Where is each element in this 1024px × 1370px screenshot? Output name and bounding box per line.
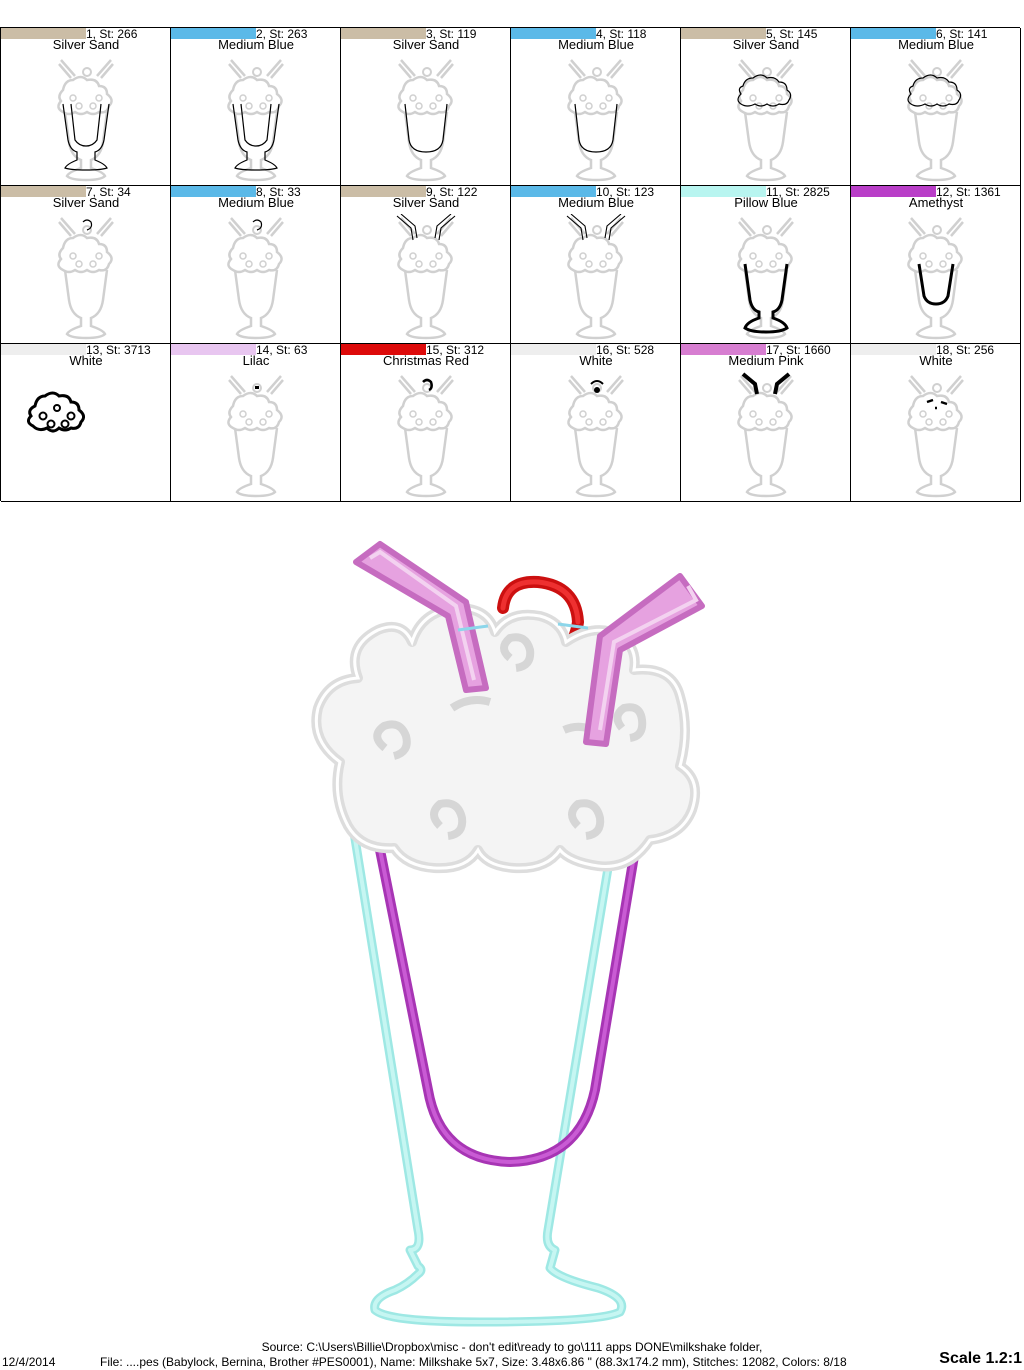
step-cell: 18, St: 256 White [851,344,1021,502]
step-cell: 8, St: 33 Medium Blue [171,186,341,344]
step-thumbnail [551,214,641,340]
footer-date: 12/4/2014 [2,1355,56,1369]
step-thumbnail [41,56,131,182]
step-cell: 7, St: 34 Silver Sand [1,186,171,344]
step-stitch-label: 16, St: 528 [596,344,655,357]
step-thumbnail [11,372,101,498]
step-stitch-label: 2, St: 263 [256,28,308,41]
step-cell: 3, St: 119 Silver Sand [341,28,511,186]
color-swatch [851,186,936,197]
step-thumbnail [721,372,811,498]
color-step-grid: 1, St: 266 Silver Sand 2, St: 263 Medium… [0,27,1021,502]
step-cell: 2, St: 263 Medium Blue [171,28,341,186]
step-cell: 10, St: 123 Medium Blue [511,186,681,344]
step-thumbnail [721,214,811,340]
step-color-name: Pillow Blue [734,195,798,210]
step-stitch-label: 6, St: 141 [936,28,988,41]
step-thumbnail [381,214,471,340]
step-color-name: Silver Sand [52,195,120,210]
color-swatch [1,344,86,355]
step-color-name: Lilac [242,353,270,368]
step-thumbnail [551,372,641,498]
step-stitch-label: 18, St: 256 [936,344,995,357]
step-cell: 6, St: 141 Medium Blue [851,28,1021,186]
color-swatch [171,28,256,39]
color-swatch [1,28,86,39]
color-swatch [851,28,936,39]
step-color-name: Amethyst [908,195,964,210]
step-thumbnail [41,214,131,340]
step-cell: 11, St: 2825 Pillow Blue [681,186,851,344]
step-stitch-label: 17, St: 1660 [766,344,831,357]
step-cell: 16, St: 528 White [511,344,681,502]
step-color-name: Christmas Red [383,353,469,368]
step-thumbnail [551,56,641,182]
step-cell: 9, St: 122 Silver Sand [341,186,511,344]
step-thumbnail [211,372,301,498]
step-cell: 5, St: 145 Silver Sand [681,28,851,186]
step-stitch-label: 11, St: 2825 [766,186,830,199]
step-thumbnail [891,56,981,182]
step-color-name: White [69,353,103,368]
step-cell: 1, St: 266 Silver Sand [1,28,171,186]
step-color-name: Medium Blue [558,37,634,52]
footer-file-info: File: ....pes (Babylock, Bernina, Brothe… [100,1355,847,1369]
color-swatch [681,186,766,197]
step-stitch-label: 10, St: 123 [596,186,655,199]
step-stitch-label: 14, St: 63 [256,344,308,357]
step-color-name: Medium Blue [558,195,634,210]
step-color-name: White [579,353,613,368]
color-swatch [851,344,936,355]
step-color-name: Silver Sand [52,37,120,52]
color-swatch [511,344,596,355]
step-cell: 12, St: 1361 Amethyst [851,186,1021,344]
step-color-name: White [919,353,953,368]
step-stitch-label: 15, St: 312 [426,344,485,357]
step-thumbnail [211,56,301,182]
step-cell: 14, St: 63 Lilac [171,344,341,502]
milkshake-design-preview [300,530,730,1330]
color-swatch [171,344,256,355]
step-stitch-label: 13, St: 3713 [86,344,151,357]
step-stitch-label: 7, St: 34 [86,186,131,199]
step-stitch-label: 12, St: 1361 [936,186,1001,199]
step-stitch-label: 4, St: 118 [596,28,647,41]
step-cell: 13, St: 3713 White [1,344,171,502]
color-swatch [1,186,86,197]
step-color-name: Medium Pink [728,353,804,368]
color-swatch [171,186,256,197]
step-thumbnail [721,56,811,182]
footer-source-path: Source: C:\Users\Billie\Dropbox\misc - d… [261,1340,763,1354]
step-cell: 4, St: 118 Medium Blue [511,28,681,186]
step-thumbnail [891,372,981,498]
color-swatch [511,28,596,39]
color-swatch [681,344,766,355]
step-color-name: Medium Blue [218,195,294,210]
step-thumbnail [381,56,471,182]
step-thumbnail [891,214,981,340]
color-swatch [341,186,426,197]
step-color-name: Medium Blue [898,37,974,52]
step-color-name: Silver Sand [392,195,460,210]
color-swatch [341,344,426,355]
step-cell: 15, St: 312 Christmas Red [341,344,511,502]
step-thumbnail [211,214,301,340]
color-swatch [511,186,596,197]
step-color-name: Silver Sand [732,37,800,52]
step-color-name: Silver Sand [392,37,460,52]
footer-scale: Scale 1.2:1 [939,1350,1022,1367]
step-stitch-label: 1, St: 266 [86,28,138,41]
color-swatch [681,28,766,39]
step-stitch-label: 8, St: 33 [256,186,301,199]
step-stitch-label: 3, St: 119 [426,28,477,41]
step-stitch-label: 5, St: 145 [766,28,818,41]
step-thumbnail [381,372,471,498]
step-stitch-label: 9, St: 122 [426,186,478,199]
step-cell: 17, St: 1660 Medium Pink [681,344,851,502]
color-swatch [341,28,426,39]
step-color-name: Medium Blue [218,37,294,52]
